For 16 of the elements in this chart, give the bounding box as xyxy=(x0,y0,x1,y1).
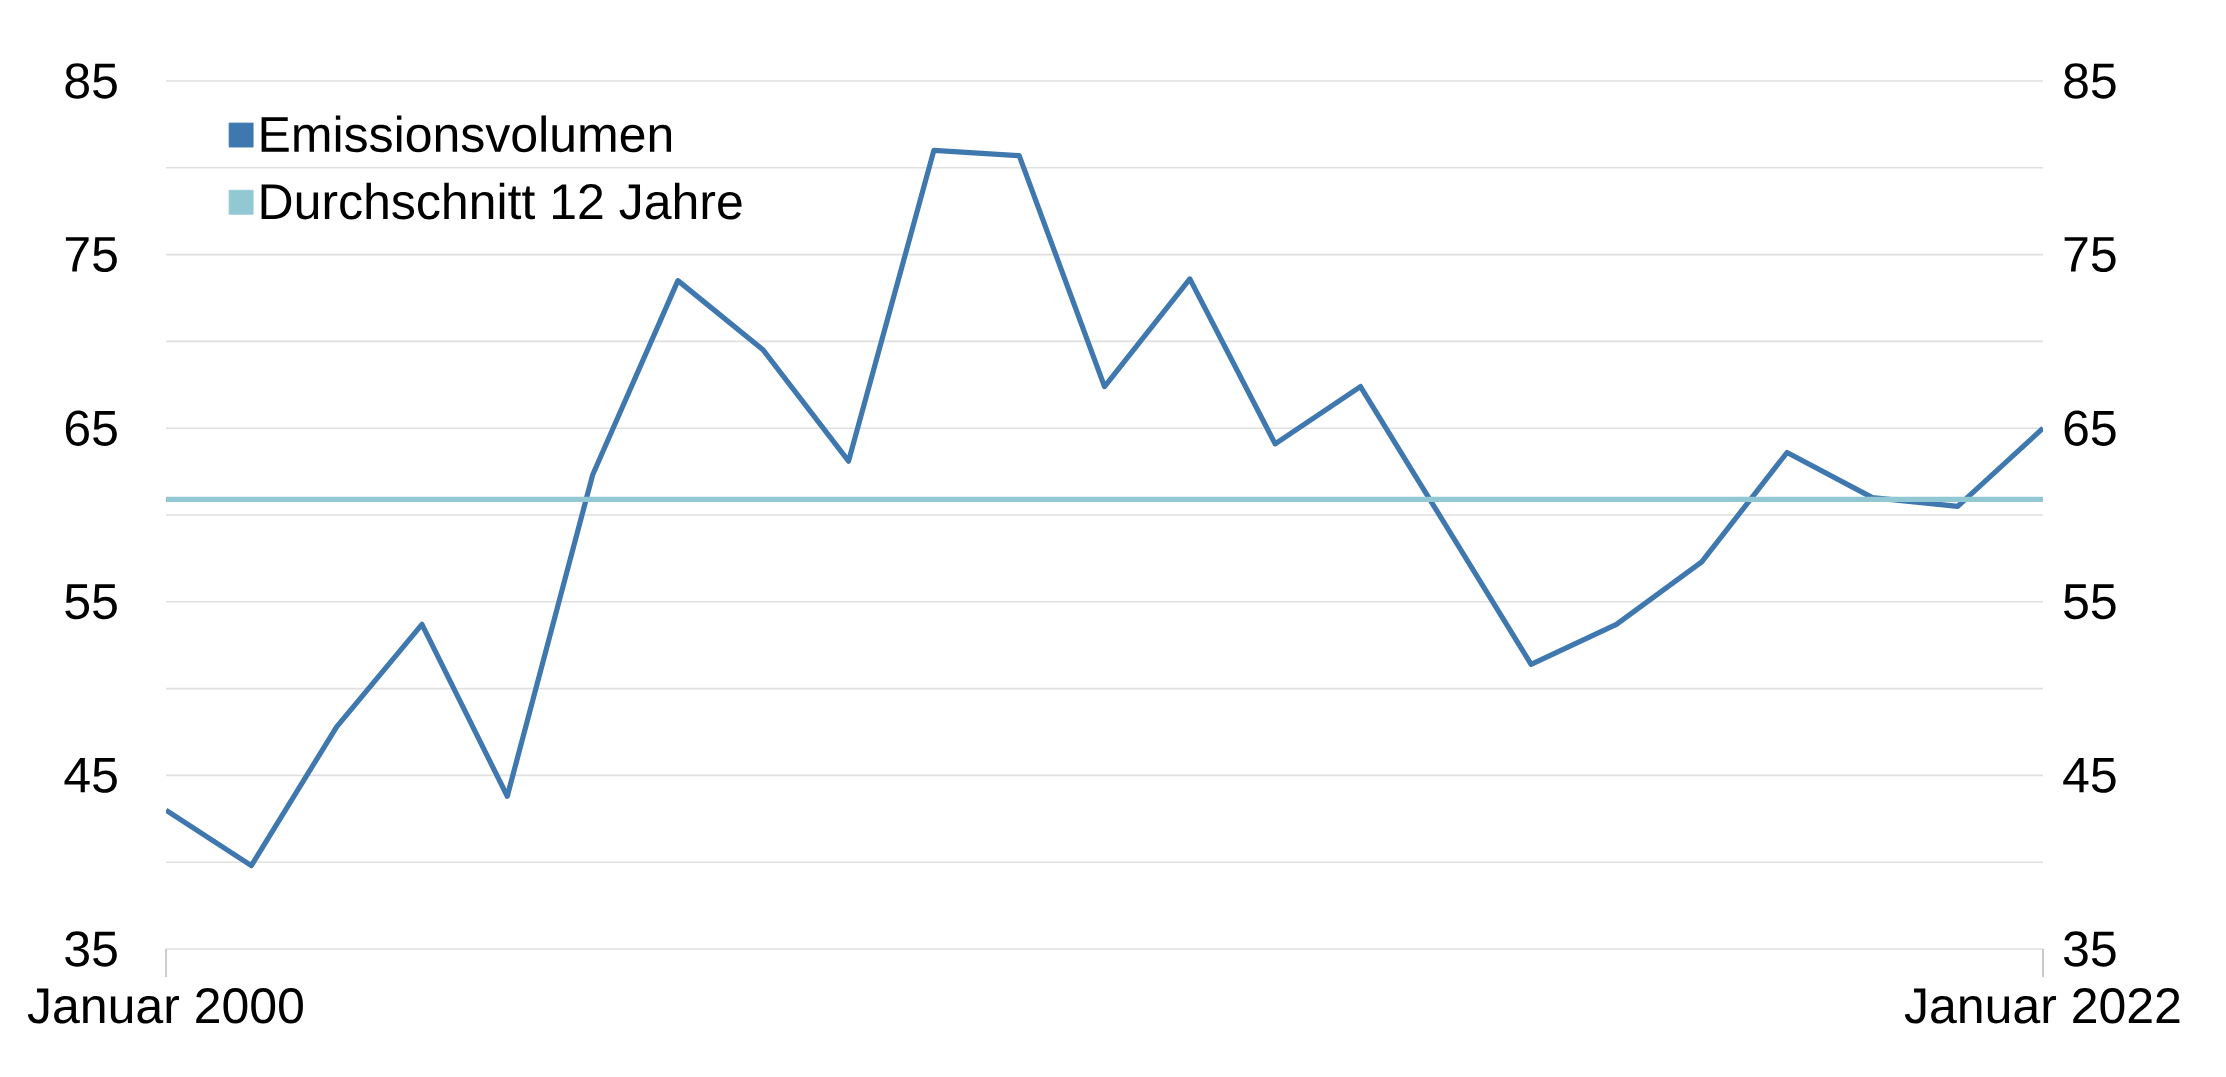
y2-tick-label: 75 xyxy=(2064,237,2116,273)
y-tick-label: 85 xyxy=(65,63,117,99)
y2-tick-label: 45 xyxy=(2063,757,2116,793)
y2-tick-label: 85 xyxy=(2064,63,2116,99)
y-tick-label: 65 xyxy=(65,410,117,446)
y2-tick-label: 55 xyxy=(2064,584,2116,620)
y-tick-label: 35 xyxy=(65,931,117,967)
y-tick-label: 75 xyxy=(65,237,117,273)
x-tick-label: Januar 2022 xyxy=(1904,988,2180,1024)
x-tick-label: Januar 2000 xyxy=(27,988,303,1024)
y-tick-label: 45 xyxy=(64,757,117,793)
legend-label: Emissionsvolumen xyxy=(261,115,672,153)
y-tick-label: 55 xyxy=(65,584,117,620)
legend-label: Durchschnitt 12 Jahre xyxy=(261,182,742,220)
y2-tick-label: 35 xyxy=(2064,931,2116,967)
y2-tick-label: 65 xyxy=(2064,410,2116,446)
